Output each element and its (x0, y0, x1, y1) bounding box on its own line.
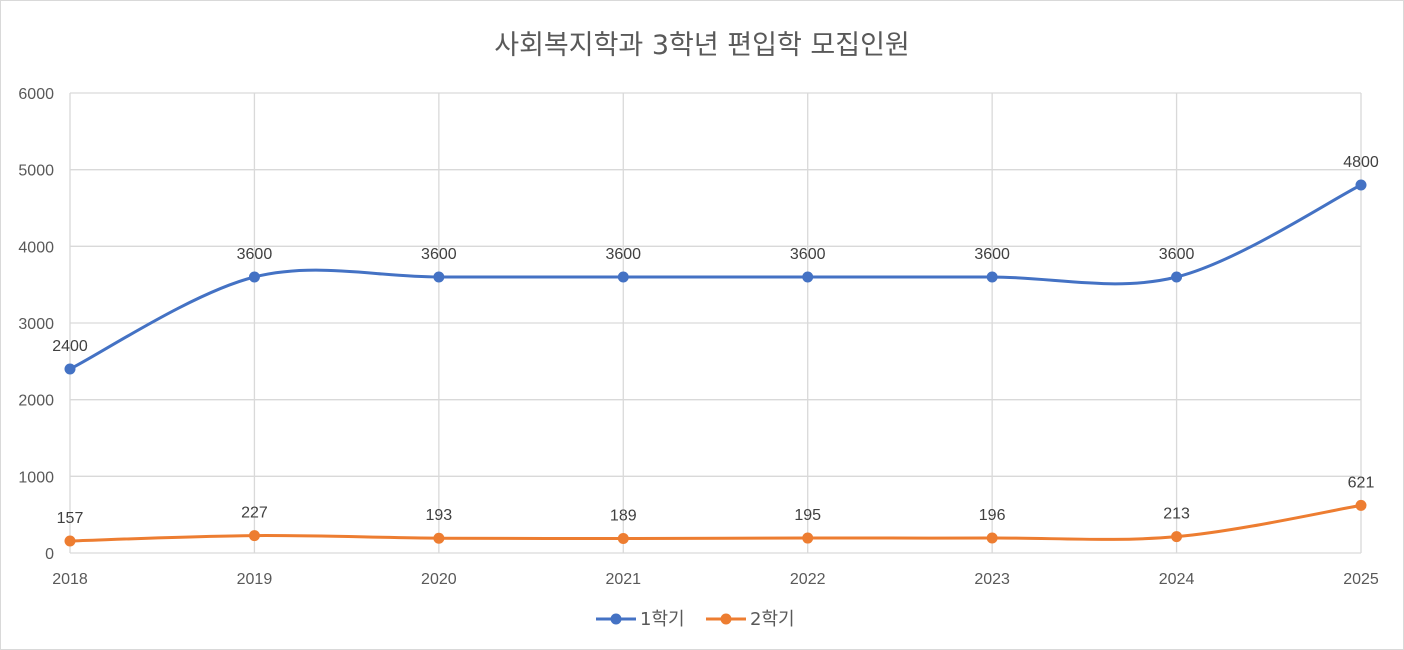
data-label: 196 (979, 507, 1006, 524)
data-point (433, 532, 445, 544)
x-tick-label: 2022 (790, 571, 826, 588)
data-point (1355, 499, 1367, 511)
data-point (1171, 271, 1183, 283)
x-tick-label: 2021 (605, 571, 641, 588)
y-tick-label: 6000 (18, 86, 54, 103)
data-label: 3600 (790, 246, 826, 263)
data-label: 213 (1163, 506, 1190, 523)
data-label: 4800 (1343, 154, 1379, 171)
x-tick-label: 2023 (974, 571, 1010, 588)
x-tick-label: 2019 (237, 571, 273, 588)
data-label: 2400 (52, 338, 88, 355)
data-point (64, 535, 76, 547)
data-point (986, 271, 998, 283)
axis-tick-labels: 0 1000 2000 3000 4000 5000 6000 2018 2019 2020 202… (18, 86, 1378, 588)
legend-label-1: 1학기 (640, 609, 685, 630)
data-label: 621 (1348, 474, 1375, 491)
x-tick-label: 2024 (1159, 571, 1195, 588)
data-point (617, 533, 629, 545)
y-tick-label: 3000 (18, 316, 54, 333)
series-line-2 (68, 503, 1363, 543)
data-point (1355, 179, 1367, 191)
y-tick-label: 2000 (18, 393, 54, 410)
x-tick-label: 2025 (1343, 571, 1379, 588)
data-point (1171, 531, 1183, 543)
data-point (802, 532, 814, 544)
y-tick-label: 5000 (18, 163, 54, 180)
data-label: 193 (426, 507, 453, 524)
data-label: 227 (241, 505, 268, 522)
data-label: 3600 (974, 246, 1010, 263)
data-point (986, 532, 998, 544)
y-tick-label: 1000 (18, 469, 54, 486)
data-point (248, 271, 260, 283)
data-point (248, 530, 260, 542)
series-lines: 2400 3600 3600 3600 3600 3600 3600 4800 157 227 19… (52, 154, 1379, 547)
data-point (433, 271, 445, 283)
y-tick-label: 0 (45, 546, 54, 563)
data-label: 3600 (237, 246, 273, 263)
data-point (617, 271, 629, 283)
data-label: 195 (794, 507, 821, 524)
data-label: 3600 (605, 246, 641, 263)
data-label: 3600 (421, 246, 457, 263)
data-label: 3600 (1159, 246, 1195, 263)
y-tick-label: 4000 (18, 239, 54, 256)
data-point (64, 363, 76, 375)
data-label: 157 (57, 510, 84, 527)
x-tick-label: 2018 (52, 571, 88, 588)
data-label: 189 (610, 508, 637, 525)
x-tick-label: 2020 (421, 571, 457, 588)
legend-marker-1 (610, 613, 622, 625)
legend-label-2: 2학기 (750, 609, 795, 630)
grid-lines (69, 92, 1362, 554)
legend-marker-2 (720, 613, 732, 625)
chart-title: 사회복지학과 3학년 편입학 모집인원 (494, 30, 910, 61)
legend: 1학기 2학기 (596, 609, 795, 630)
series-line-1 (68, 183, 1363, 371)
data-point (802, 271, 814, 283)
